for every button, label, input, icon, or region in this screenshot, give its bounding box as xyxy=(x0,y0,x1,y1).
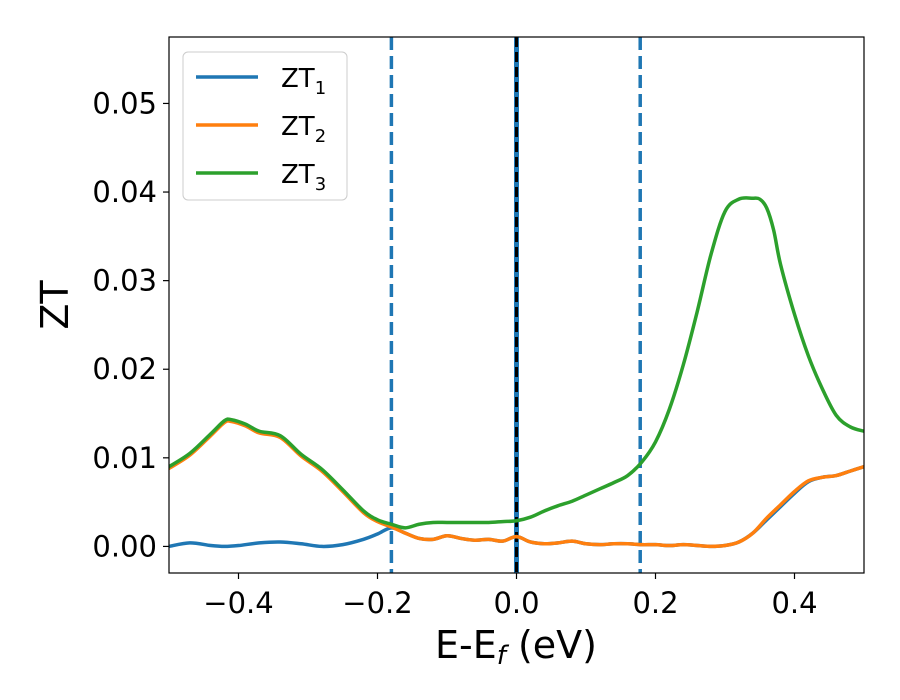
series-line-zt3 xyxy=(169,196,864,530)
y-axis-label: ZT xyxy=(33,280,77,330)
legend-label-zt1: ZT1 xyxy=(281,64,326,99)
y-tick-label: 0.01 xyxy=(92,441,157,475)
y-tick-label: 0.03 xyxy=(92,264,157,298)
legend-label-zt2: ZT2 xyxy=(281,112,326,147)
y-tick-label: 0.02 xyxy=(92,352,157,386)
y-axis-ticks: 0.00 0.01 0.02 0.03 0.04 0.05 xyxy=(92,86,169,563)
legend-label-zt3: ZT3 xyxy=(281,160,326,195)
vertical-reference-lines xyxy=(389,37,642,573)
x-tick-label: −0.4 xyxy=(203,586,273,620)
legend: ZT1 ZT2 ZT3 xyxy=(182,51,348,201)
y-tick-label: 0.05 xyxy=(92,86,157,120)
x-tick-label: 0.2 xyxy=(632,586,678,620)
series-lines xyxy=(169,196,864,549)
x-tick-label: 0.4 xyxy=(771,586,817,620)
y-tick-label: 0.04 xyxy=(92,175,157,209)
x-tick-label: −0.2 xyxy=(342,586,412,620)
x-tick-label: 0.0 xyxy=(493,586,539,620)
x-axis-ticks: −0.4 −0.2 0.0 0.2 0.4 xyxy=(203,573,818,620)
legend-box xyxy=(182,51,348,201)
x-axis-label: E-Ef (eV) xyxy=(435,623,597,671)
y-tick-label: 0.00 xyxy=(92,529,157,563)
